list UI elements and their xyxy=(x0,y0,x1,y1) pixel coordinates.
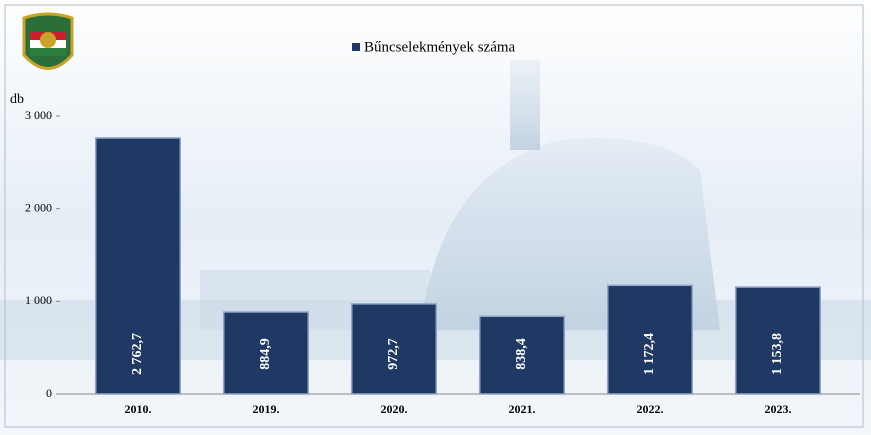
legend-swatch xyxy=(352,43,360,51)
value-label: 1 172,4 xyxy=(642,333,657,375)
x-tick-label: 2022. xyxy=(637,402,664,416)
bar xyxy=(95,137,181,395)
y-tick-label: 2 000 xyxy=(25,200,52,214)
y-tick-label: 0 xyxy=(46,386,52,400)
bar xyxy=(479,315,565,395)
police-badge xyxy=(22,12,74,70)
value-label: 1 153,8 xyxy=(770,333,785,375)
bar xyxy=(735,286,821,395)
value-label: 2 762,7 xyxy=(130,333,145,375)
bar xyxy=(607,284,693,395)
y-tick-label: 1 000 xyxy=(25,293,52,307)
legend-label: Bűncselekmények száma xyxy=(364,39,516,55)
x-tick-label: 2020. xyxy=(381,402,408,416)
x-tick-label: 2023. xyxy=(765,402,792,416)
frame xyxy=(4,4,864,428)
x-tick-label: 2019. xyxy=(253,402,280,416)
bar xyxy=(223,311,309,395)
x-tick-label: 2021. xyxy=(509,402,536,416)
y-axis-label: db xyxy=(10,92,24,107)
value-label: 972,7 xyxy=(386,338,401,370)
bar xyxy=(351,303,437,395)
x-tick-label: 2010. xyxy=(125,402,152,416)
value-label: 884,9 xyxy=(258,338,273,370)
value-label: 838,4 xyxy=(514,338,529,370)
y-tick-label: 3 000 xyxy=(25,108,52,122)
